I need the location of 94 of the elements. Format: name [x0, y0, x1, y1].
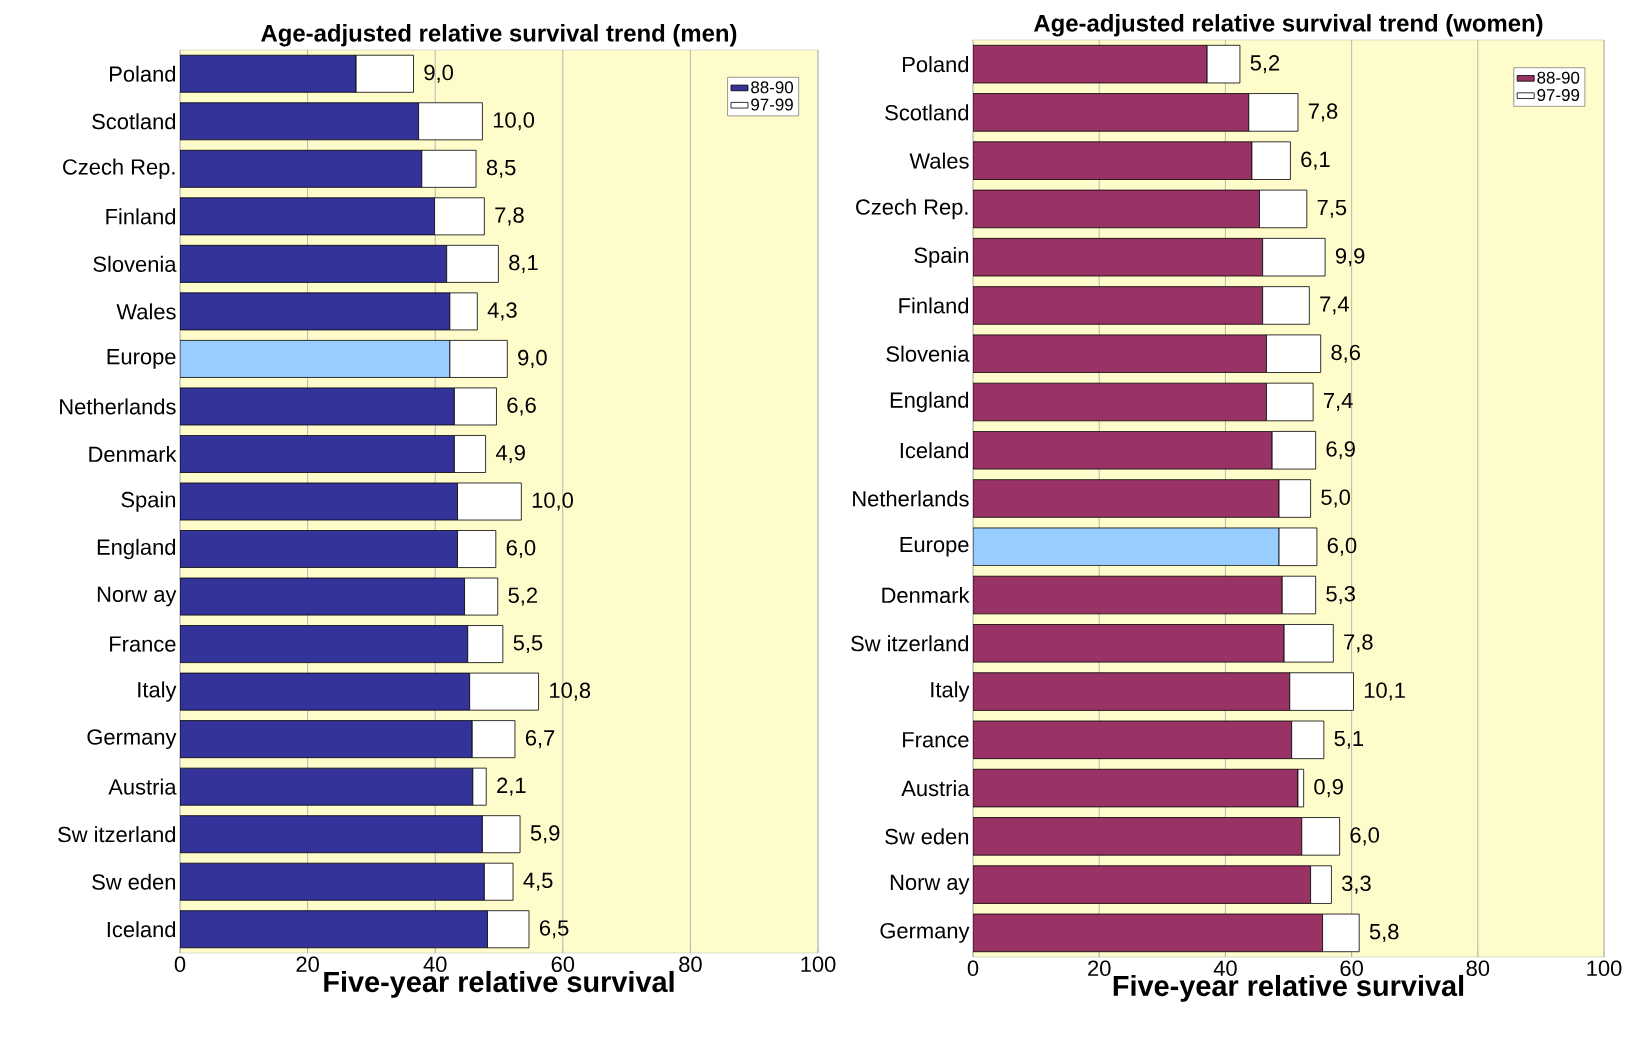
y-tick-label: Scotland: [92, 113, 176, 130]
data-label: 10,0: [493, 112, 535, 131]
data-label: 7,5: [1317, 199, 1347, 218]
data-label: 2,1: [497, 777, 526, 796]
data-label: 8,5: [486, 159, 516, 178]
y-tick-label: France: [110, 636, 176, 652]
y-tick-label: Czech Rep.: [856, 198, 968, 220]
x-tick-label: 0: [967, 960, 979, 977]
x-tick-label: 40: [1213, 960, 1237, 977]
data-label: 6,1: [1301, 151, 1330, 170]
y-tick-label: Germany: [87, 729, 177, 750]
data-label: 5,0: [1321, 489, 1350, 508]
data-label: 4,9: [495, 444, 525, 464]
y-tick-label: Czech Rep.: [63, 158, 175, 180]
y-tick-label: Italy: [138, 681, 177, 702]
data-label: 6,7: [525, 730, 555, 749]
legend-label: 97-99: [1537, 89, 1580, 101]
x-tick-label: 0: [174, 956, 186, 973]
data-label: 4,3: [487, 302, 517, 321]
x-tick-label: 20: [296, 956, 319, 973]
y-tick-label: Netherlands: [853, 490, 969, 507]
x-tick-label: 40: [423, 956, 447, 973]
data-label: 0,9: [1314, 779, 1343, 798]
y-tick-label: Europe: [900, 536, 969, 557]
y-tick-label: England: [97, 538, 176, 560]
chart-title: Age-adjusted relative survival trend (men): [261, 24, 737, 47]
y-tick-label: Denmark: [89, 445, 177, 463]
y-tick-label: Germany: [880, 922, 970, 943]
y-tick-label: Sw eden: [885, 828, 969, 845]
data-label: 7,4: [1320, 296, 1349, 315]
y-tick-label: Sw itzerland: [58, 826, 176, 843]
x-tick-label: 100: [801, 956, 836, 973]
data-label: 6,0: [1350, 827, 1379, 846]
x-tick-label: 20: [1088, 960, 1111, 977]
data-label: 10,0: [532, 492, 573, 511]
legend-label: 88-90: [1537, 71, 1580, 84]
y-tick-label: Austria: [108, 778, 177, 795]
y-tick-label: Slovenia: [93, 255, 177, 272]
data-label: 10,1: [1364, 682, 1405, 701]
y-tick-label: Netherlands: [60, 398, 176, 415]
data-label: 9,9: [1335, 248, 1365, 267]
y-tick-label: Austria: [901, 780, 970, 797]
y-tick-label: Sw itzerland: [851, 635, 969, 652]
data-label: 5,2: [508, 587, 537, 606]
data-label: 5,8: [1369, 923, 1399, 942]
y-tick-label: France: [903, 732, 969, 748]
y-tick-label: Italy: [931, 681, 970, 702]
data-label: 7,8: [495, 207, 524, 226]
y-tick-label: Poland: [110, 65, 176, 82]
y-tick-label: Scotland: [885, 104, 969, 121]
data-label: 4,5: [523, 872, 553, 891]
y-tick-label: Finland: [106, 208, 176, 225]
y-tick-label: Iceland: [900, 442, 969, 459]
x-tick-label: 60: [551, 956, 575, 973]
data-label: 5,5: [513, 635, 543, 654]
data-label: 5,9: [530, 825, 560, 844]
data-label: 8,1: [509, 254, 538, 273]
y-tick-label: Norw ay: [97, 586, 177, 607]
data-label: 7,4: [1324, 393, 1353, 411]
y-tick-label: Denmark: [882, 586, 970, 604]
y-tick-label: Poland: [903, 56, 969, 73]
data-label: 6,6: [507, 397, 536, 416]
y-tick-label: Wales: [116, 303, 176, 320]
x-tick-label: 80: [1466, 960, 1490, 977]
data-label: 7,8: [1344, 634, 1373, 653]
y-tick-label: Norw ay: [890, 874, 970, 895]
y-tick-label: Spain: [914, 246, 969, 268]
data-label: 6,9: [1326, 441, 1355, 460]
data-label: 6,5: [539, 920, 569, 939]
data-label: 8,6: [1331, 344, 1360, 363]
data-label: 6,0: [506, 539, 536, 559]
y-tick-label: Europe: [107, 349, 176, 369]
data-label: 5,3: [1326, 585, 1355, 605]
data-label: 7,8: [1308, 103, 1338, 122]
data-label: 5,1: [1334, 730, 1364, 749]
legend-label: 88-90: [751, 81, 794, 94]
data-label: 9,0: [518, 349, 547, 368]
data-label: 9,0: [424, 64, 453, 83]
y-tick-label: Spain: [121, 491, 176, 512]
x-tick-label: 60: [1340, 960, 1363, 977]
data-label: 6,0: [1327, 537, 1357, 556]
legend-label: 97-99: [751, 98, 793, 111]
y-tick-label: Finland: [899, 297, 969, 314]
y-tick-label: Wales: [909, 152, 969, 169]
x-tick-label: 80: [679, 956, 702, 973]
data-label: 5,2: [1250, 55, 1280, 74]
x-tick-label: 100: [1587, 960, 1622, 977]
y-tick-label: Slovenia: [886, 345, 970, 362]
data-label: 3,3: [1342, 875, 1371, 894]
chart-title: Age-adjusted relative survival trend (women): [1033, 14, 1543, 37]
data-label: 10,8: [550, 682, 591, 701]
y-tick-label: Iceland: [107, 921, 176, 938]
y-tick-label: England: [890, 391, 969, 413]
y-tick-label: Sw eden: [92, 873, 176, 890]
